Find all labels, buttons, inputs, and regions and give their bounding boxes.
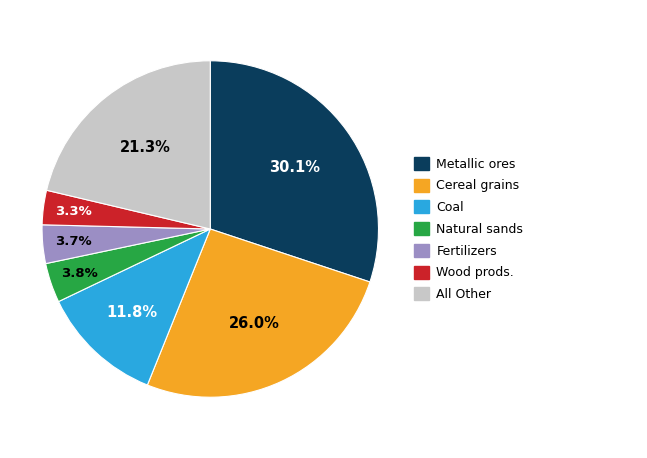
Wedge shape: [58, 229, 210, 385]
Text: 11.8%: 11.8%: [106, 305, 157, 320]
Text: 21.3%: 21.3%: [120, 140, 171, 155]
Wedge shape: [42, 225, 210, 264]
Wedge shape: [47, 61, 210, 229]
Wedge shape: [210, 61, 378, 282]
Text: 26.0%: 26.0%: [228, 316, 280, 331]
Wedge shape: [46, 229, 210, 301]
Wedge shape: [42, 190, 210, 229]
Text: 3.8%: 3.8%: [61, 267, 98, 280]
Wedge shape: [148, 229, 370, 397]
Text: 3.7%: 3.7%: [54, 235, 91, 248]
Text: 3.3%: 3.3%: [55, 205, 92, 218]
Legend: Metallic ores, Cereal grains, Coal, Natural sands, Fertilizers, Wood prods., All: Metallic ores, Cereal grains, Coal, Natu…: [414, 157, 523, 301]
Text: 30.1%: 30.1%: [269, 160, 320, 175]
